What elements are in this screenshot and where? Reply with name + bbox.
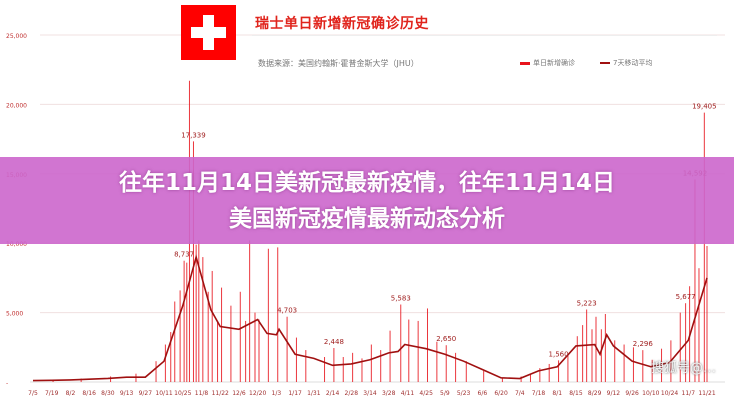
- data-label: 2,650: [436, 335, 456, 343]
- x-tick-label: 9/13: [120, 390, 134, 397]
- legend-swatch-daily: [520, 61, 530, 65]
- x-tick-label: 11/22: [212, 390, 229, 397]
- data-label: 14,592: [683, 169, 708, 177]
- x-tick-label: 9/12: [607, 390, 621, 397]
- y-tick-label: 15,000: [6, 172, 27, 179]
- y-tick-label: 5,000: [6, 311, 23, 318]
- x-tick-label: 5/9: [440, 390, 450, 397]
- x-tick-label: 10/10: [642, 390, 659, 397]
- data-label: 19,405: [692, 103, 717, 111]
- data-label: 2,448: [324, 338, 344, 346]
- x-tick-label: 11/7: [682, 390, 696, 397]
- x-tick-label: 4/25: [419, 390, 433, 397]
- x-tick-label: 9/26: [625, 390, 639, 397]
- x-tick-label: 2/28: [345, 390, 359, 397]
- y-tick-label: 25,000: [6, 33, 27, 40]
- legend-average: 7天移动平均: [600, 58, 652, 68]
- data-label: 8,737: [174, 251, 194, 259]
- watermark: 搜狐号@…: [650, 361, 716, 376]
- title-divider: [252, 35, 717, 36]
- x-tick-label: 9/27: [139, 390, 153, 397]
- x-tick-label: 6/20: [494, 390, 508, 397]
- x-tick-label: 8/29: [588, 390, 602, 397]
- x-tick-label: 4/11: [401, 390, 415, 397]
- y-tick-label: -: [6, 380, 8, 387]
- data-label: 5,677: [676, 293, 696, 301]
- chart-title: 瑞士单日新增新冠确诊历史: [255, 16, 429, 32]
- watermark-text: 搜狐号: [650, 361, 690, 376]
- data-source: 数据来源：美国约翰斯·霍普金斯大学（JHU）: [258, 59, 419, 68]
- data-label: 1,560: [549, 350, 569, 358]
- swiss-flag-icon: [181, 5, 236, 60]
- x-tick-label: 7/19: [45, 390, 59, 397]
- x-tick-label: 7/5: [28, 390, 38, 397]
- x-tick-label: 5/23: [457, 390, 471, 397]
- x-tick-label: 8/16: [82, 390, 96, 397]
- data-label: 2,296: [633, 340, 654, 348]
- legend-label-daily: 单日新增确诊: [533, 59, 575, 67]
- x-tick-label: 8/1: [552, 390, 562, 397]
- x-tick-label: 1/17: [288, 390, 302, 397]
- x-tick-label: 8/15: [569, 390, 583, 397]
- data-label: 5,583: [391, 295, 411, 303]
- legend-swatch-average: [600, 62, 610, 64]
- x-tick-label: 1/3: [272, 390, 282, 397]
- legend-label-average: 7天移动平均: [613, 59, 653, 67]
- y-tick-label: 20,000: [6, 102, 27, 109]
- x-tick-label: 12/20: [249, 390, 266, 397]
- x-tick-label: 11/21: [698, 390, 715, 397]
- x-tick-label: 3/28: [382, 390, 396, 397]
- x-tick-label: 6/6: [478, 390, 488, 397]
- x-tick-label: 7/18: [532, 390, 546, 397]
- x-tick-label: 11/8: [195, 390, 209, 397]
- y-tick-label: 10,000: [6, 241, 27, 248]
- x-tick-label: 8/2: [66, 390, 76, 397]
- x-tick-label: 7/4: [515, 390, 525, 397]
- seven-day-average-line: [32, 254, 708, 382]
- x-tick-label: 10/11: [155, 390, 172, 397]
- x-tick-label: 3/14: [363, 390, 377, 397]
- data-label: 4,703: [277, 307, 297, 315]
- x-tick-label: 10/25: [174, 390, 191, 397]
- x-tick-label: 2/14: [326, 390, 340, 397]
- data-label: 5,223: [577, 300, 597, 308]
- x-tick-label: 12/6: [232, 390, 246, 397]
- legend-daily: 单日新增确诊: [520, 58, 575, 68]
- x-tick-label: 10/24: [661, 390, 678, 397]
- data-label: 17,339: [181, 131, 206, 139]
- x-tick-label: 1/31: [307, 390, 321, 397]
- x-tick-label: 8/30: [101, 390, 115, 397]
